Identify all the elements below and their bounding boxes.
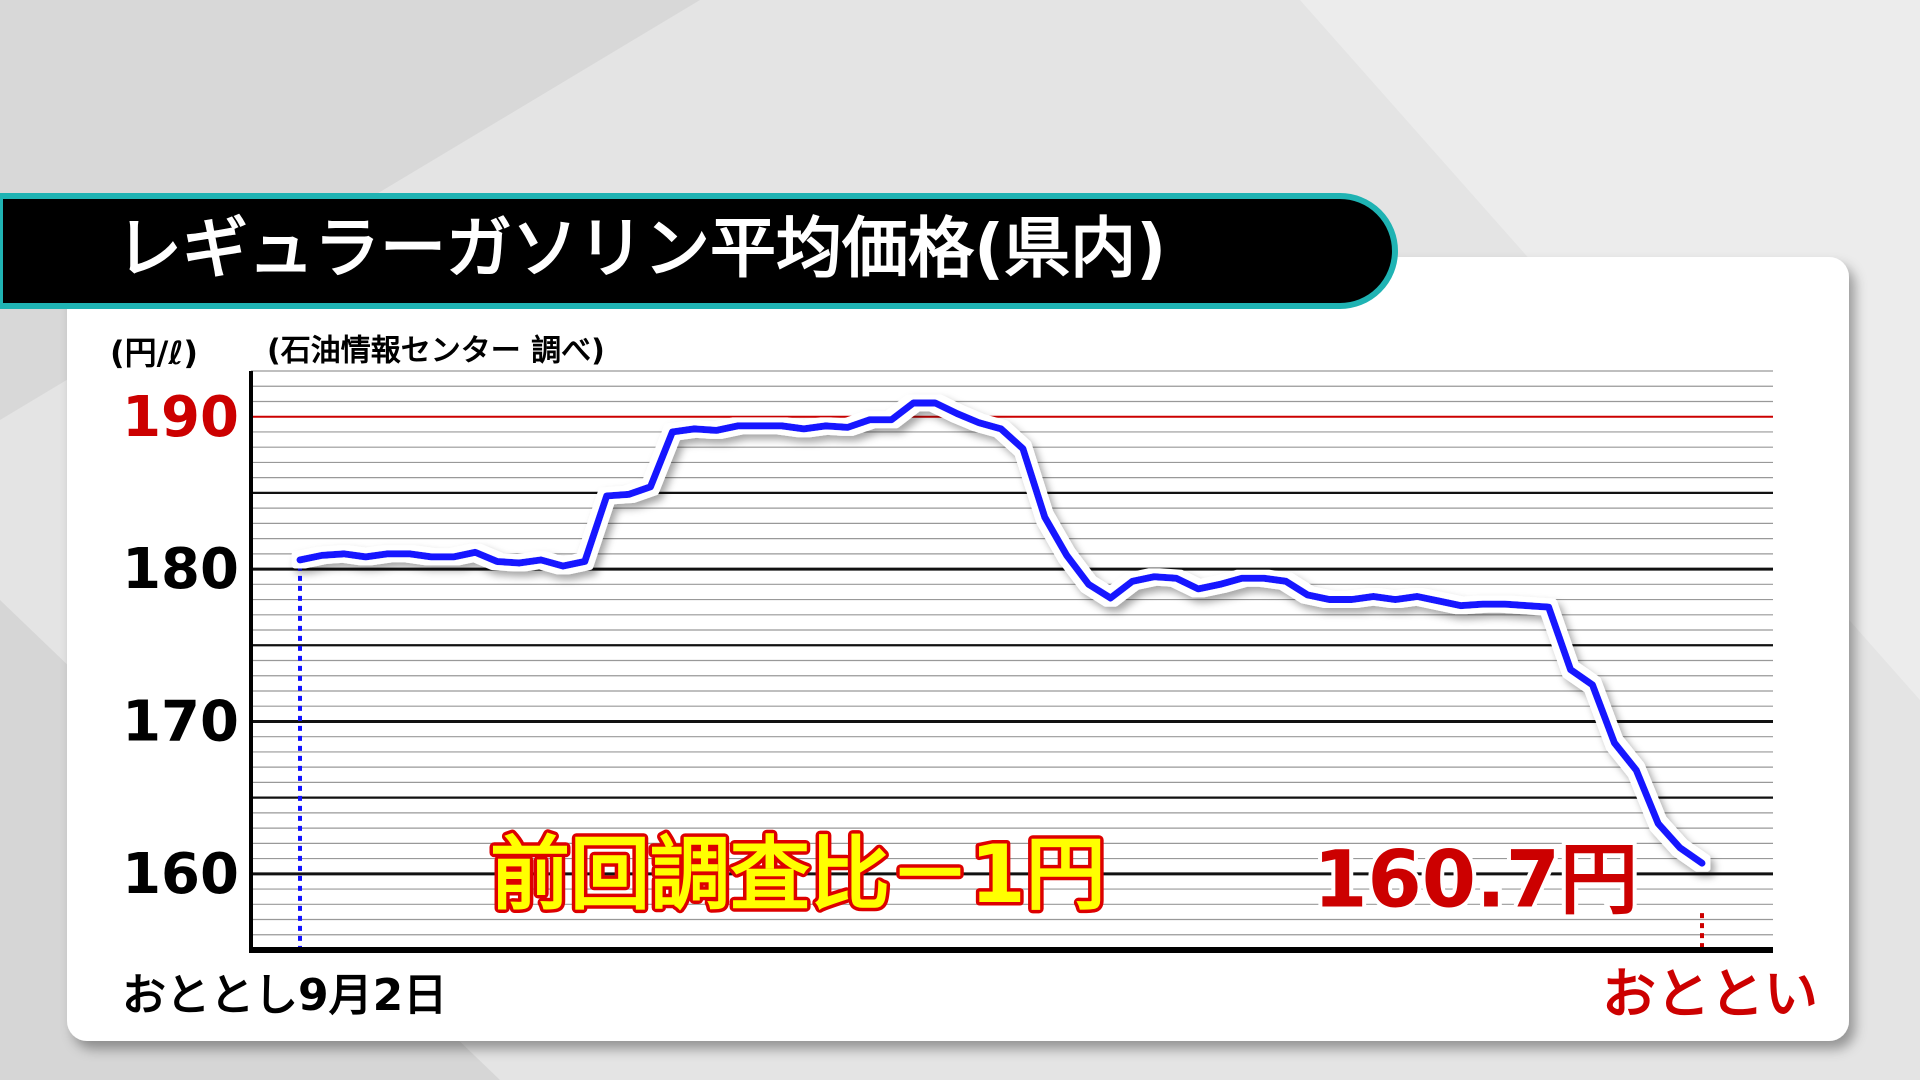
plot: 160 170 180 190 おととし9月2日 おととい 160.7円 前回調査比－1円 [122, 370, 1818, 1026]
annotation: 前回調査比－1円 [490, 828, 1106, 921]
chart-title: レギュラーガソリン平均価格(県内) [116, 210, 1166, 287]
y-tick-label: 180 [122, 537, 239, 602]
y-tick-label: 170 [122, 690, 239, 755]
y-tick-label: 160 [122, 842, 239, 907]
line [296, 399, 1706, 867]
y-tick-label: 190 [122, 385, 239, 450]
y-unit: (円/ℓ) [110, 334, 198, 372]
source-note: (石油情報センター 調べ) [267, 334, 605, 369]
title-bar [0, 193, 1398, 309]
x-tick-label: おととい [1602, 963, 1818, 1026]
x-tick-label: おととし9月2日 [122, 970, 447, 1021]
card [67, 257, 1849, 1041]
value-label: 160.7円 [1313, 835, 1638, 925]
